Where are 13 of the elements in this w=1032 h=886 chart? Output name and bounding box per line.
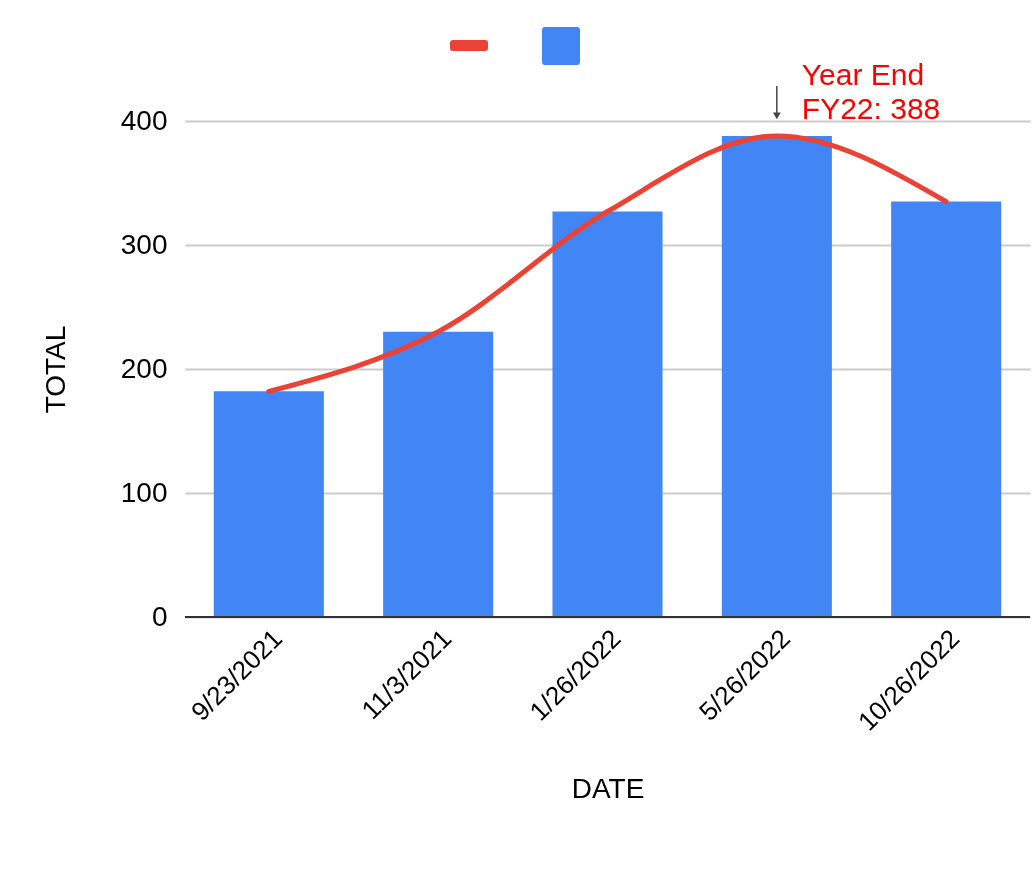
bar [721,135,832,617]
annotation: Year End FY22: 388 [801,57,941,125]
y-tick-label: 300 [120,228,168,260]
bar [213,391,324,617]
bar [552,211,663,617]
bar [383,331,494,617]
y-tick-label: 200 [120,352,168,384]
y-axis-title: TOTAL [39,325,71,414]
y-tick-label: 100 [120,476,168,508]
bar [891,201,1002,617]
x-axis-title: DATE [571,772,645,804]
y-tick-label: 0 [151,600,168,632]
y-tick-label: 400 [120,104,168,136]
